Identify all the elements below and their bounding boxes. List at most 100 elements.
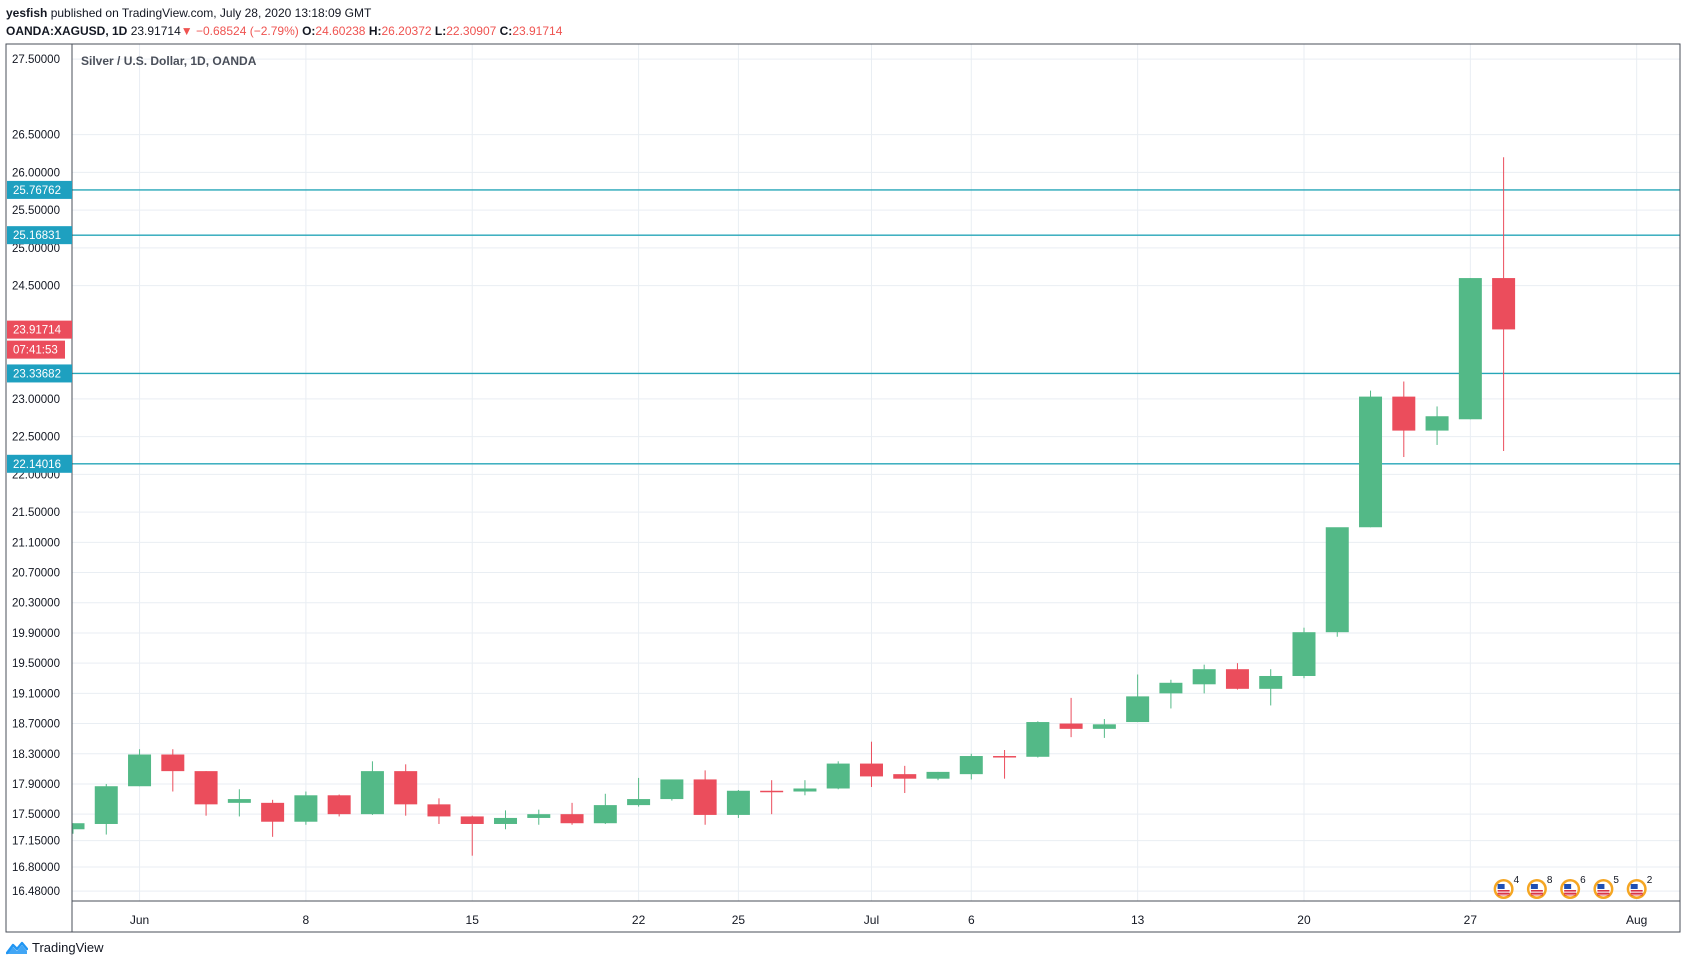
candle-body [1126, 696, 1150, 723]
event-count: 6 [1580, 875, 1586, 886]
event-flag-stripe [1597, 893, 1610, 894]
event-flag-stripe [1630, 894, 1643, 896]
high-value: 26.20372 [381, 24, 432, 38]
candle-body [1359, 396, 1383, 528]
event-flag-stripe [1530, 890, 1543, 891]
event-flag-icon: 2 [1626, 875, 1653, 899]
event-flag-canton [1564, 884, 1572, 889]
y-tick-label: 26.00000 [12, 167, 60, 179]
candle-body [72, 823, 85, 830]
candle-body [327, 795, 351, 815]
event-count: 5 [1613, 875, 1619, 886]
x-tick-label: 20 [1297, 913, 1311, 927]
candle-body [294, 795, 318, 822]
last-price-label: 23.91714 [13, 325, 62, 337]
price-levels [72, 189, 1680, 465]
event-flag-stripe [1597, 894, 1610, 896]
candle-body [1392, 396, 1416, 431]
candle-body [726, 790, 750, 815]
price-level-tag [7, 226, 72, 245]
event-flag-icon: 5 [1593, 875, 1619, 899]
y-tick-label: 19.90000 [12, 628, 60, 640]
candle-body [1026, 722, 1050, 757]
y-tick-label: 21.50000 [12, 507, 60, 519]
event-flag-icon: 4 [1493, 875, 1520, 899]
event-flag-canton [1630, 884, 1638, 889]
y-tick-label: 19.50000 [12, 658, 60, 670]
author-name[interactable]: yesfish [6, 6, 48, 20]
high-label: H: [368, 24, 382, 38]
event-flag-canton [1597, 884, 1605, 889]
candle-body [1458, 278, 1482, 420]
y-tick-label: 16.48000 [12, 886, 60, 898]
event-flag-stripe [1630, 893, 1643, 894]
candle-body [1292, 632, 1316, 676]
chart-header: yesfish published on TradingView.com, Ju… [6, 4, 562, 40]
y-tick-label: 17.50000 [12, 809, 60, 821]
price-level-label: 25.76762 [13, 185, 61, 197]
low-label: L: [434, 24, 447, 38]
y-tick-label: 26.50000 [12, 130, 60, 142]
candle-body [194, 771, 218, 805]
candle-body [128, 754, 152, 787]
symbol-label[interactable]: OANDA:XAGUSD, 1D [6, 24, 128, 38]
candle-body [1059, 723, 1083, 729]
close-value: 23.91714 [512, 24, 563, 38]
candle-body [494, 817, 518, 824]
candle-body [560, 814, 584, 824]
event-flag-stripe [1530, 894, 1543, 896]
candle-body [360, 771, 384, 815]
candle-body [1225, 669, 1249, 689]
candle-body [261, 802, 285, 822]
candle-body [94, 786, 118, 824]
event-flag-icon: 8 [1526, 875, 1553, 899]
event-flag-stripe [1564, 891, 1577, 893]
y-tick-label: 18.30000 [12, 749, 60, 761]
candle-body [460, 816, 484, 824]
candle-body [227, 799, 251, 803]
price-axis[interactable]: 27.50000 26.50000 26.00000 25.50000 25.00000… [7, 54, 72, 898]
candle-body [760, 790, 784, 793]
event-flag-stripe [1497, 890, 1510, 891]
candle-body [993, 756, 1017, 758]
event-count: 4 [1514, 875, 1520, 886]
brand-name: TradingView [32, 940, 104, 955]
chart-title: Silver / U.S. Dollar, 1D, OANDA [81, 54, 257, 68]
candle-body [893, 774, 917, 779]
event-flag-stripe [1630, 890, 1643, 891]
x-tick-label: Jul [864, 913, 879, 927]
price-level-label: 25.16831 [13, 230, 61, 242]
y-tick-label: 17.15000 [12, 836, 60, 848]
footer-brand[interactable]: TradingView [6, 940, 104, 955]
candle-body [427, 804, 451, 817]
candle-body [1492, 278, 1516, 330]
event-flag-canton [1497, 884, 1505, 889]
event-flag-stripe [1530, 891, 1543, 893]
candle-body [161, 754, 185, 772]
event-flag-stripe [1597, 890, 1610, 891]
last-price: 23.91714 [130, 24, 181, 38]
candle-body [959, 756, 983, 775]
event-flag-stripe [1497, 891, 1510, 893]
y-tick-label: 22.50000 [12, 432, 60, 444]
event-count: 2 [1647, 875, 1653, 886]
economic-events: 4 8 6 5 2 [1493, 875, 1653, 899]
candle-body [627, 799, 651, 806]
publish-line: yesfish published on TradingView.com, Ju… [6, 4, 562, 22]
price-level-label: 22.14016 [13, 459, 61, 471]
x-tick-label: 6 [968, 913, 975, 927]
publish-info: published on TradingView.com, July 28, 2… [50, 6, 372, 20]
close-label: C: [499, 24, 513, 38]
candle-body [1425, 416, 1449, 431]
candle-body [859, 763, 883, 777]
candle-body [1159, 682, 1183, 694]
candles [72, 157, 1516, 856]
y-tick-label: 16.80000 [12, 862, 60, 874]
candle-body [793, 788, 817, 792]
event-flag-icon: 6 [1560, 875, 1586, 899]
countdown-tag [7, 340, 65, 359]
candle-body [1092, 724, 1116, 729]
event-flag-stripe [1497, 894, 1510, 896]
time-axis[interactable]: Jun 8 15 22 25 Jul 6 13 20 27 Aug [130, 913, 1648, 927]
